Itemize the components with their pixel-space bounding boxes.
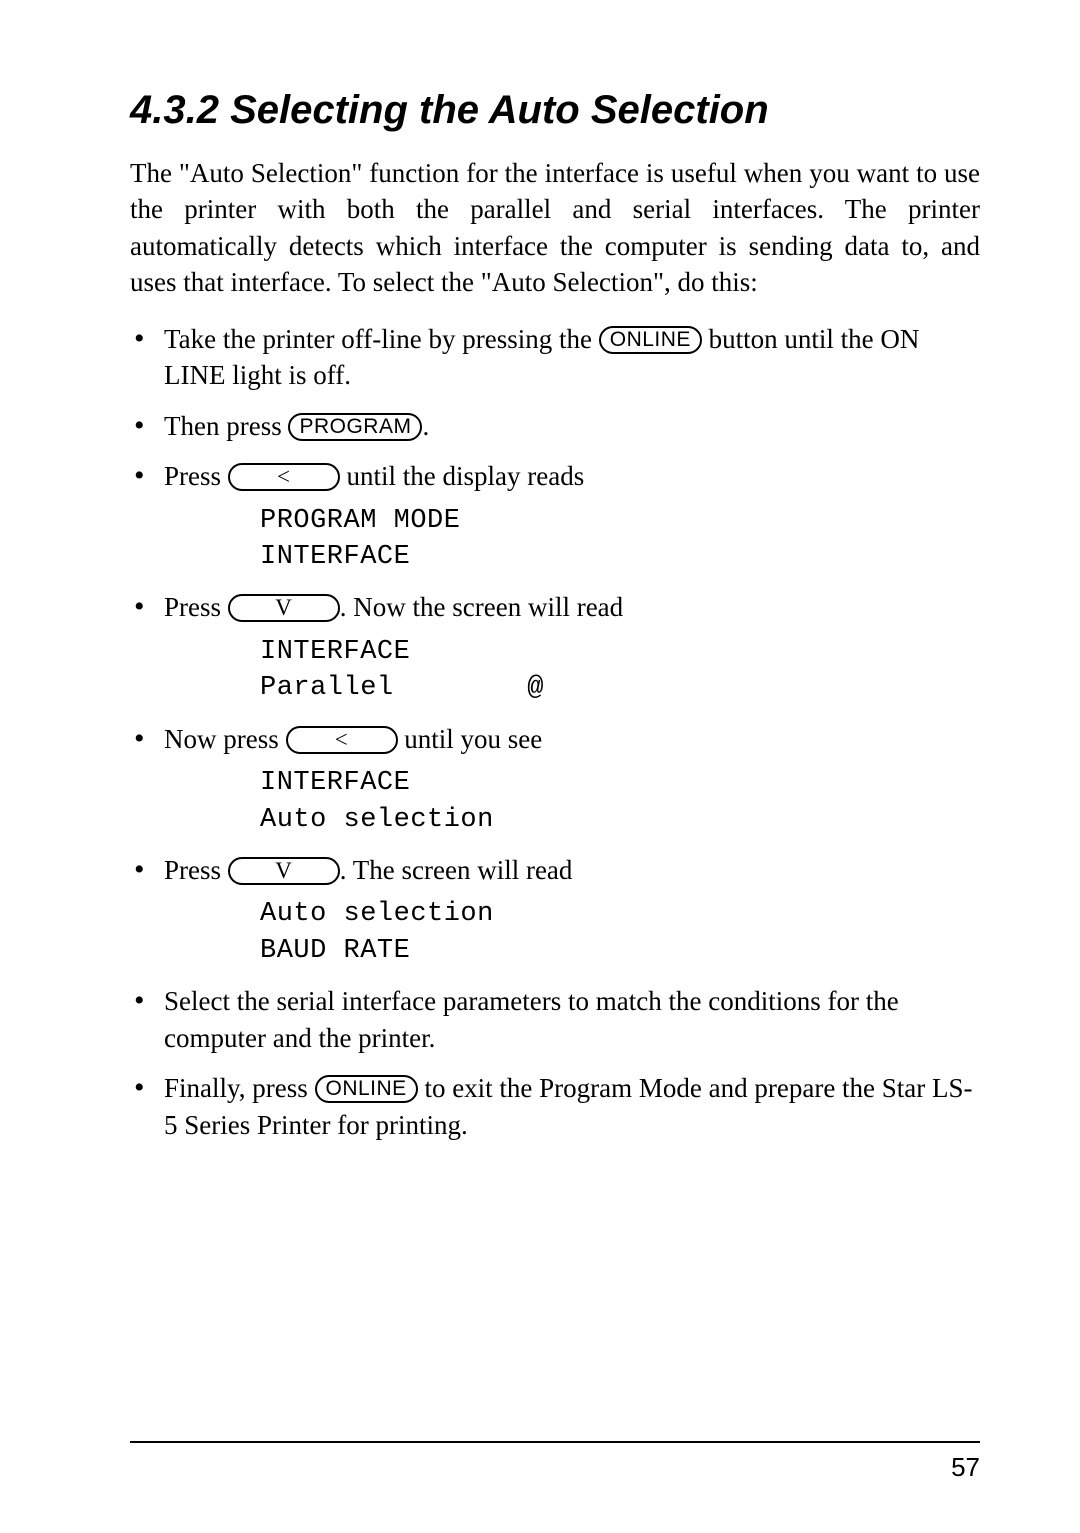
down-key: V	[228, 594, 340, 622]
step-text: Now press	[164, 724, 286, 754]
step-text: Press	[164, 461, 228, 491]
step-text: . Now the screen will read	[340, 592, 623, 622]
lcd-display: INTERFACE Parallel @	[260, 634, 980, 707]
step-text: . The screen will read	[340, 855, 573, 885]
lcd-display: PROGRAM MODE INTERFACE	[260, 503, 980, 576]
step-text: until you see	[398, 724, 543, 754]
step-text: Take the printer off-line by pressing th…	[164, 324, 599, 354]
online-key: ONLINE	[315, 1075, 418, 1103]
step-4: Press V. Now the screen will read INTERF…	[130, 589, 980, 706]
program-key: PROGRAM	[288, 413, 422, 441]
step-7: Select the serial interface parameters t…	[130, 983, 980, 1056]
step-3: Press < until the display reads PROGRAM …	[130, 458, 980, 575]
left-key: <	[228, 463, 340, 491]
step-text: Select the serial interface parameters t…	[164, 986, 899, 1052]
step-1: Take the printer off-line by pressing th…	[130, 321, 980, 394]
step-text: .	[422, 411, 429, 441]
down-key: V	[228, 857, 340, 885]
step-text: until the display reads	[340, 461, 584, 491]
step-2: Then press PROGRAM.	[130, 408, 980, 444]
step-5: Now press < until you see INTERFACE Auto…	[130, 721, 980, 838]
lcd-display: INTERFACE Auto selection	[260, 765, 980, 838]
lcd-display: Auto selection BAUD RATE	[260, 896, 980, 969]
footer-divider	[130, 1441, 980, 1443]
page-number: 57	[951, 1452, 980, 1483]
step-6: Press V. The screen will read Auto selec…	[130, 852, 980, 969]
step-text: Press	[164, 592, 228, 622]
section-heading: 4.3.2 Selecting the Auto Selection	[130, 88, 980, 133]
step-8: Finally, press ONLINE to exit the Progra…	[130, 1070, 980, 1143]
step-text: Finally, press	[164, 1073, 315, 1103]
intro-paragraph: The "Auto Selection" function for the in…	[130, 155, 980, 301]
online-key: ONLINE	[599, 326, 702, 354]
left-key: <	[286, 726, 398, 754]
instruction-list: Take the printer off-line by pressing th…	[130, 321, 980, 1143]
step-text: Then press	[164, 411, 288, 441]
step-text: Press	[164, 855, 228, 885]
